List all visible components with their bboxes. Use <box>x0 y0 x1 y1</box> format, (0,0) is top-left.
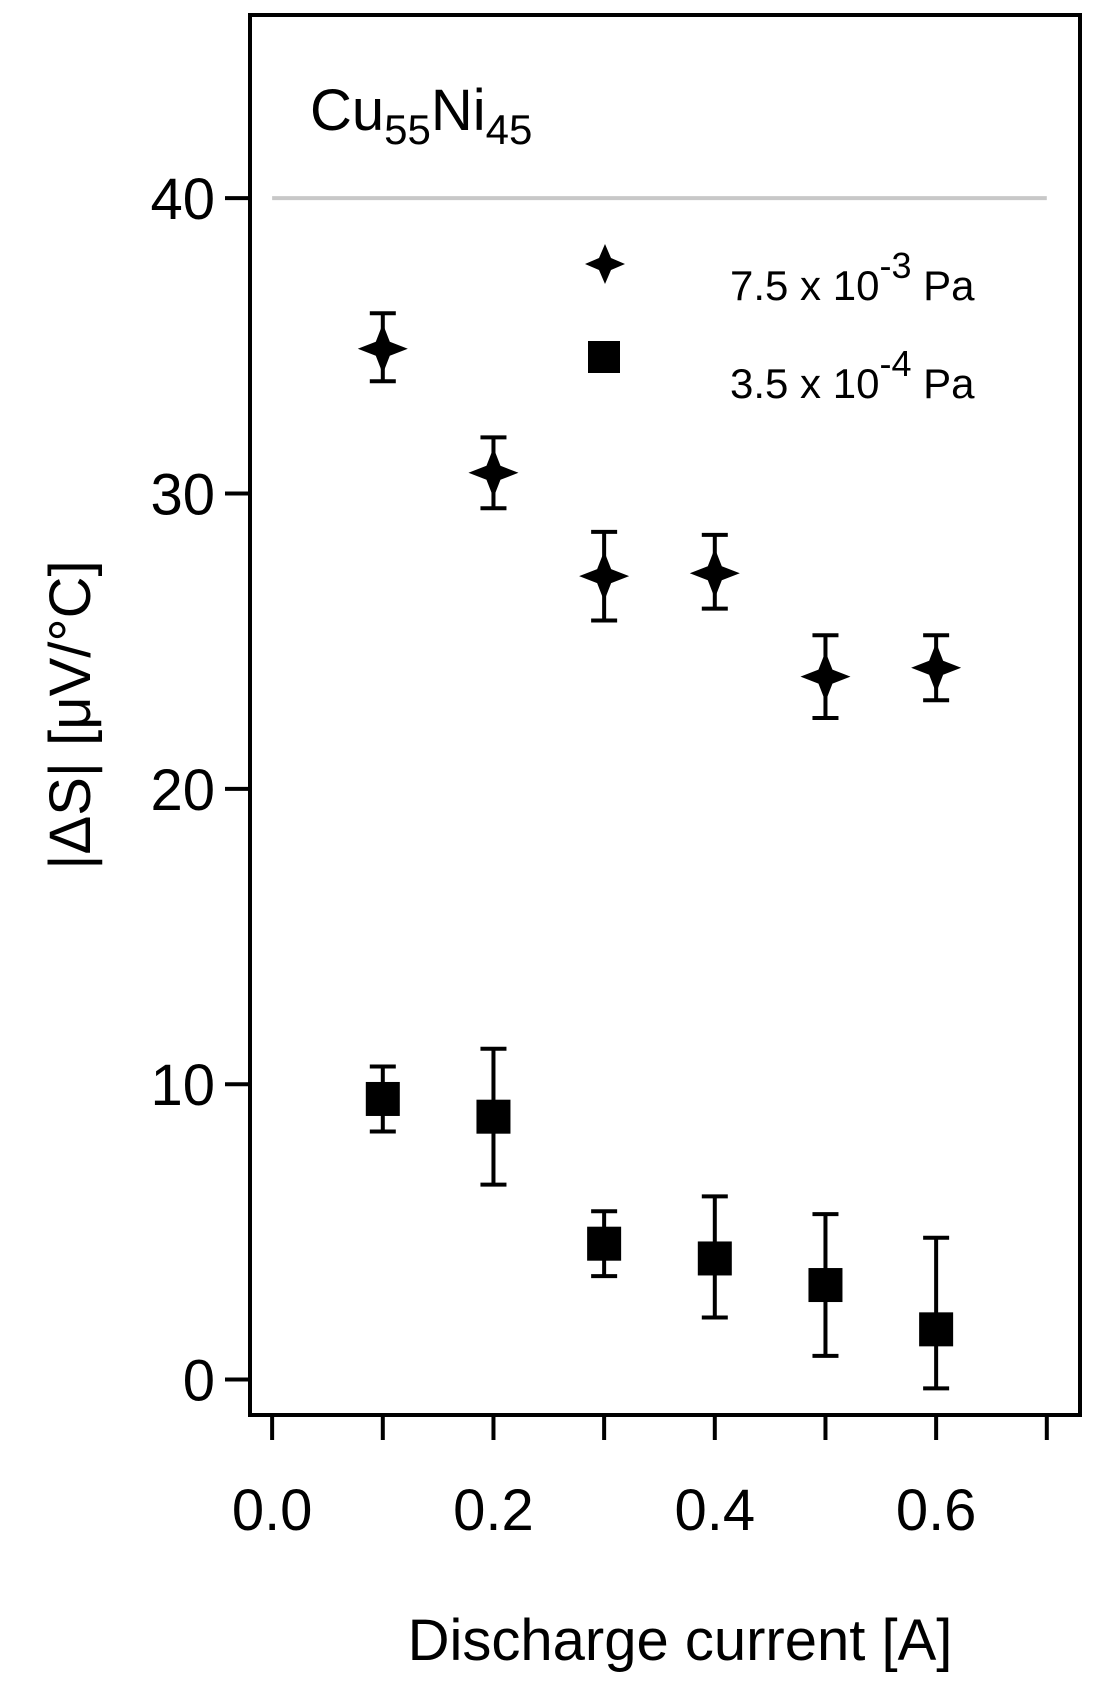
data-point-square-4 <box>808 1268 843 1303</box>
legend-label-series-1: 7.5 x 10-3 Pa <box>730 245 975 309</box>
series-1 <box>357 311 962 720</box>
x-tick-label-4: 0.4 <box>674 1478 755 1543</box>
y-tick-label-1: 10 <box>150 1053 215 1118</box>
data-point-star-5 <box>911 642 962 693</box>
data-point-square-3 <box>697 1241 732 1276</box>
data-point-square-2 <box>587 1226 622 1261</box>
x-tick-label-2: 0.2 <box>453 1478 534 1543</box>
y-tick-label-0: 0 <box>183 1349 215 1414</box>
legend: 7.5 x 10-3 Pa 3.5 x 10-4 Pa <box>585 244 975 407</box>
annotation-cu: Cu <box>310 78 384 143</box>
data-point-square-5 <box>919 1312 954 1347</box>
y-tick-label-3: 30 <box>150 462 215 527</box>
legend-label-1-base: 7.5 x 10 <box>730 262 879 309</box>
legend-label-series-2: 3.5 x 10-4 Pa <box>730 343 975 407</box>
y-tick-label-4: 40 <box>150 167 215 232</box>
legend-label-2-base: 3.5 x 10 <box>730 360 879 407</box>
legend-label-2-exponent: -4 <box>879 343 911 384</box>
data-point-star-3 <box>689 548 740 599</box>
data-point-star-2 <box>579 551 630 602</box>
y-axis-title: |ΔS| [μV/°C] <box>38 560 103 869</box>
legend-label-1-exponent: -3 <box>879 245 911 286</box>
x-axis: 0.0 0.2 0.4 0.6 <box>232 1415 1049 1543</box>
x-axis-title: Discharge current [A] <box>408 1608 953 1673</box>
annotation-ni: Ni <box>431 78 486 143</box>
series-2 <box>365 1046 954 1391</box>
data-point-square-1 <box>476 1099 511 1134</box>
y-tick-label-2: 20 <box>150 758 215 823</box>
legend-label-1-unit: Pa <box>911 262 975 309</box>
data-point-star-4 <box>800 651 851 702</box>
plot-frame <box>248 13 1082 1417</box>
legend-marker-star <box>585 244 625 284</box>
annotation-cu-subscript: 55 <box>384 106 431 153</box>
y-axis: 0 10 20 30 40 <box>150 167 250 1414</box>
data-point-square-0 <box>365 1081 400 1116</box>
composition-annotation: Cu55Ni45 <box>310 78 532 153</box>
data-point-star-1 <box>468 447 519 498</box>
legend-label-2-unit: Pa <box>911 360 975 407</box>
x-tick-label-6: 0.6 <box>896 1478 977 1543</box>
x-tick-label-0: 0.0 <box>232 1478 313 1543</box>
annotation-ni-subscript: 45 <box>486 106 533 153</box>
legend-marker-square <box>588 341 620 373</box>
data-point-star-0 <box>357 323 408 374</box>
series-layer <box>357 311 962 1391</box>
